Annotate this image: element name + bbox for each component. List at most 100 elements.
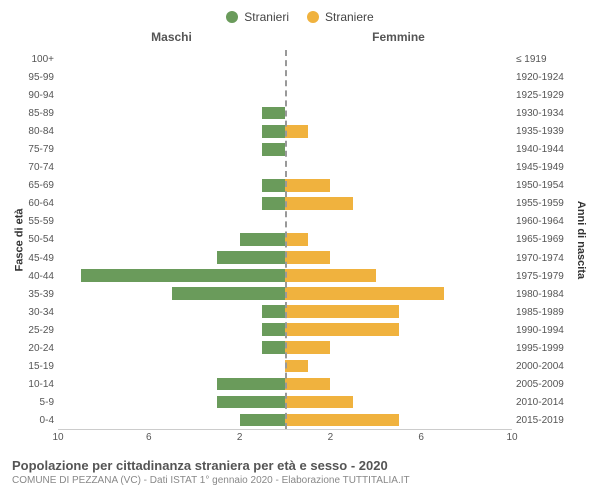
bar-male — [262, 143, 285, 156]
pyramid-chart: Stranieri Straniere Maschi Femmine Fasce… — [0, 0, 600, 500]
ytick-birth: 1995-1999 — [512, 340, 574, 358]
ytick-birth: 1950-1954 — [512, 177, 574, 195]
ytick-age: 0-4 — [26, 412, 58, 430]
bar-male — [217, 251, 285, 264]
ytick-birth: 1980-1984 — [512, 285, 574, 303]
bar-male — [262, 179, 285, 192]
ytick-birth: 1925-1929 — [512, 86, 574, 104]
xtick: 6 — [146, 432, 152, 443]
ytick-birth: 1940-1944 — [512, 140, 574, 158]
ytick-birth: 2010-2014 — [512, 394, 574, 412]
bar-male — [262, 197, 285, 210]
bar-male — [217, 378, 285, 391]
ytick-age: 20-24 — [26, 340, 58, 358]
ytick-birth: 1945-1949 — [512, 159, 574, 177]
bar-female — [285, 287, 444, 300]
xtick: 2 — [237, 432, 243, 443]
bar-male — [262, 323, 285, 336]
ytick-age: 90-94 — [26, 86, 58, 104]
center-divider — [285, 50, 287, 429]
ytick-birth: 1960-1964 — [512, 213, 574, 231]
ytick-age: 80-84 — [26, 122, 58, 140]
ytick-age: 85-89 — [26, 104, 58, 122]
bar-female — [285, 305, 399, 318]
bar-female — [285, 197, 353, 210]
ytick-birth: 1985-1989 — [512, 303, 574, 321]
legend: Stranieri Straniere — [12, 10, 588, 24]
xtick: 10 — [506, 432, 517, 443]
side-headers: Maschi Femmine — [58, 30, 512, 48]
ytick-age: 5-9 — [26, 394, 58, 412]
ytick-age: 70-74 — [26, 159, 58, 177]
bar-female — [285, 323, 399, 336]
ytick-age: 25-29 — [26, 321, 58, 339]
bar-female — [285, 125, 308, 138]
yaxis-right-label: Anni di nascita — [574, 50, 588, 430]
ytick-birth: 2000-2004 — [512, 358, 574, 376]
legend-swatch-female — [307, 11, 319, 23]
chart-footer: Popolazione per cittadinanza straniera p… — [12, 458, 588, 486]
ytick-age: 40-44 — [26, 267, 58, 285]
ytick-birth: 2005-2009 — [512, 376, 574, 394]
yaxis-left-label: Fasce di età — [12, 50, 26, 430]
ytick-age: 75-79 — [26, 140, 58, 158]
legend-female: Straniere — [307, 10, 374, 24]
ytick-age: 10-14 — [26, 376, 58, 394]
bar-female — [285, 396, 353, 409]
chart-subtitle: COMUNE DI PEZZANA (VC) - Dati ISTAT 1° g… — [12, 475, 588, 486]
xtick: 2 — [328, 432, 334, 443]
plot — [58, 50, 512, 430]
ytick-birth: 1990-1994 — [512, 321, 574, 339]
ytick-age: 15-19 — [26, 358, 58, 376]
bar-male — [81, 269, 285, 282]
ytick-birth: ≤ 1919 — [512, 50, 574, 68]
xaxis-left: 1062 — [58, 432, 285, 448]
ytick-age: 95-99 — [26, 68, 58, 86]
bar-female — [285, 179, 330, 192]
ytick-birth: 1930-1934 — [512, 104, 574, 122]
legend-swatch-male — [226, 11, 238, 23]
bar-female — [285, 269, 376, 282]
bar-female — [285, 378, 330, 391]
bar-female — [285, 414, 399, 427]
ytick-birth: 1955-1959 — [512, 195, 574, 213]
ytick-age: 65-69 — [26, 177, 58, 195]
ytick-birth: 1920-1924 — [512, 68, 574, 86]
bar-male — [240, 414, 285, 427]
bar-male — [217, 396, 285, 409]
bar-female — [285, 233, 308, 246]
bar-female — [285, 360, 308, 373]
xaxis-right: 2610 — [285, 432, 512, 448]
xaxis: 1062 2610 — [58, 432, 512, 448]
xtick: 10 — [52, 432, 63, 443]
ytick-age: 30-34 — [26, 303, 58, 321]
legend-male: Stranieri — [226, 10, 289, 24]
ytick-age: 100+ — [26, 50, 58, 68]
bar-male — [262, 125, 285, 138]
legend-label-female: Straniere — [325, 10, 374, 24]
ytick-age: 35-39 — [26, 285, 58, 303]
legend-label-male: Stranieri — [244, 10, 289, 24]
bar-male — [172, 287, 286, 300]
ytick-birth: 1965-1969 — [512, 231, 574, 249]
header-male: Maschi — [58, 30, 285, 48]
chart-title: Popolazione per cittadinanza straniera p… — [12, 458, 588, 473]
ytick-age: 50-54 — [26, 231, 58, 249]
ytick-age: 60-64 — [26, 195, 58, 213]
plot-area: Fasce di età 100+95-9990-9485-8980-8475-… — [12, 50, 588, 430]
header-female: Femmine — [285, 30, 512, 48]
bar-male — [240, 233, 285, 246]
bar-male — [262, 305, 285, 318]
yaxis-left-ticks: 100+95-9990-9485-8980-8475-7970-7465-696… — [26, 50, 58, 430]
ytick-birth: 2015-2019 — [512, 412, 574, 430]
bar-female — [285, 341, 330, 354]
xtick: 6 — [418, 432, 424, 443]
bar-male — [262, 341, 285, 354]
bar-female — [285, 251, 330, 264]
yaxis-right-ticks: ≤ 19191920-19241925-19291930-19341935-19… — [512, 50, 574, 430]
ytick-age: 55-59 — [26, 213, 58, 231]
ytick-birth: 1935-1939 — [512, 122, 574, 140]
ytick-age: 45-49 — [26, 249, 58, 267]
ytick-birth: 1970-1974 — [512, 249, 574, 267]
ytick-birth: 1975-1979 — [512, 267, 574, 285]
